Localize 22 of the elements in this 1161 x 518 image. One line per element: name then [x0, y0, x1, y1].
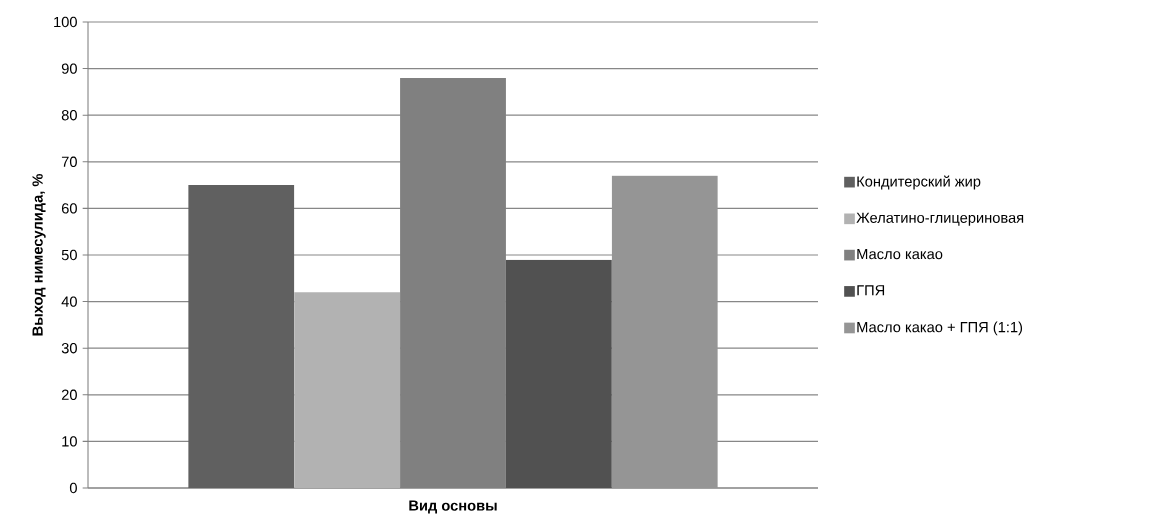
y-tick-label: 70: [61, 156, 77, 167]
legend-label: ГПЯ: [857, 285, 885, 296]
y-tick-label: 40: [61, 296, 77, 307]
bar: [188, 184, 295, 488]
x-axis-title: Вид основы: [409, 500, 497, 514]
y-axis-title: Выход нимесулида, %: [32, 173, 46, 336]
legend-label: Кондитерский жир: [857, 175, 981, 190]
y-tick-label: 90: [61, 63, 77, 74]
y-tick-label: 20: [61, 389, 77, 400]
bar: [294, 292, 401, 488]
y-tick-label: 100: [54, 16, 77, 27]
y-tick-label: 50: [61, 249, 77, 260]
legend-label: Масло какао + ГПЯ (1:1): [857, 321, 1023, 336]
legend-label: Желатино-глицериновая: [856, 212, 1024, 226]
y-tick-label: 80: [61, 109, 77, 121]
y-tick-label: 60: [61, 203, 77, 214]
y-tick-label: 0: [69, 482, 77, 493]
legend-label: Масло какао: [857, 248, 943, 259]
y-tick-label: 30: [61, 342, 77, 354]
bar: [505, 259, 612, 488]
y-tick-label: 10: [62, 436, 77, 447]
bar: [611, 175, 718, 488]
